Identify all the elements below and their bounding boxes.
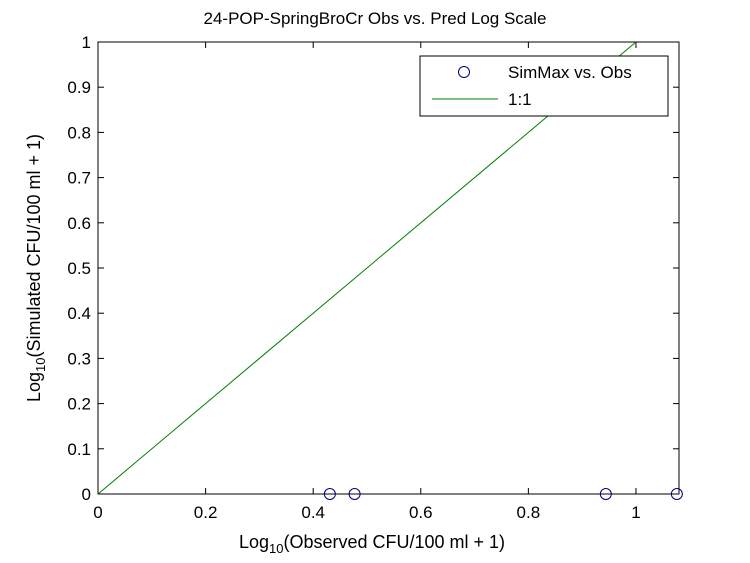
y-tick-label: 0.5 bbox=[67, 259, 91, 278]
axes-frame bbox=[97, 41, 680, 495]
y-tick-label: 0.9 bbox=[67, 78, 91, 97]
y-tick-label: 1 bbox=[82, 33, 91, 52]
svg-text:Log10(Observed CFU/100 ml + 1): Log10(Observed CFU/100 ml + 1) bbox=[239, 532, 505, 556]
y-tick-label: 0.7 bbox=[67, 169, 91, 188]
x-axis-title-suffix: (Observed CFU/100 ml + 1) bbox=[283, 532, 505, 552]
legend-label: SimMax vs. Obs bbox=[508, 63, 632, 82]
legend-box bbox=[419, 55, 669, 117]
svg-text:Log10(Simulated CFU/100 ml + 1: Log10(Simulated CFU/100 ml + 1) bbox=[24, 134, 48, 402]
y-tick-label: 0.8 bbox=[67, 123, 91, 142]
data-point-marker bbox=[323, 488, 336, 500]
series-layer bbox=[98, 42, 637, 494]
data-point-marker bbox=[670, 488, 683, 500]
y-axis-title: Log10(Simulated CFU/100 ml + 1) bbox=[24, 134, 48, 402]
x-tick-label: 0.2 bbox=[194, 503, 218, 522]
x-axis-title: Log10(Observed CFU/100 ml + 1) bbox=[239, 532, 505, 556]
y-tick-label: 0.2 bbox=[67, 395, 91, 414]
legend-marker-simmax bbox=[458, 66, 470, 78]
x-axis-title-prefix: Log bbox=[239, 532, 269, 552]
x-tick-label: 0.4 bbox=[301, 503, 325, 522]
y-tick-label: 0.4 bbox=[67, 304, 91, 323]
y-axis-title-prefix: Log bbox=[24, 372, 44, 402]
data-point-marker bbox=[599, 488, 612, 500]
chart-title: 24-POP-SpringBroCr Obs vs. Pred Log Scal… bbox=[204, 9, 547, 28]
x-tick-label: 1 bbox=[631, 503, 640, 522]
data-point-marker bbox=[348, 488, 361, 500]
y-axis-title-suffix: (Simulated CFU/100 ml + 1) bbox=[24, 134, 44, 358]
y-tick-label: 0.6 bbox=[67, 214, 91, 233]
x-axis-title-subscript: 10 bbox=[269, 541, 283, 556]
y-tick-label: 0.1 bbox=[67, 440, 91, 459]
one-to-one-line bbox=[98, 42, 637, 494]
y-axis-title-subscript: 10 bbox=[33, 358, 48, 372]
y-tick-label: 0 bbox=[82, 485, 91, 504]
x-tick-label: 0.8 bbox=[517, 503, 541, 522]
x-tick-label: 0 bbox=[93, 503, 102, 522]
chart-title-group: 24-POP-SpringBroCr Obs vs. Pred Log Scal… bbox=[204, 9, 547, 28]
legend: SimMax vs. Obs 1:1 bbox=[419, 55, 669, 117]
legend-label: 1:1 bbox=[508, 90, 532, 109]
x-tick-label: 0.6 bbox=[409, 503, 433, 522]
y-tick-label: 0.3 bbox=[67, 349, 91, 368]
plot-area: 0 0.2 0.4 0.6 0.8 1 0 0.1 0.2 0.3 0.4 0.5 0.6 0.7 0.8 0… bbox=[67, 33, 683, 522]
